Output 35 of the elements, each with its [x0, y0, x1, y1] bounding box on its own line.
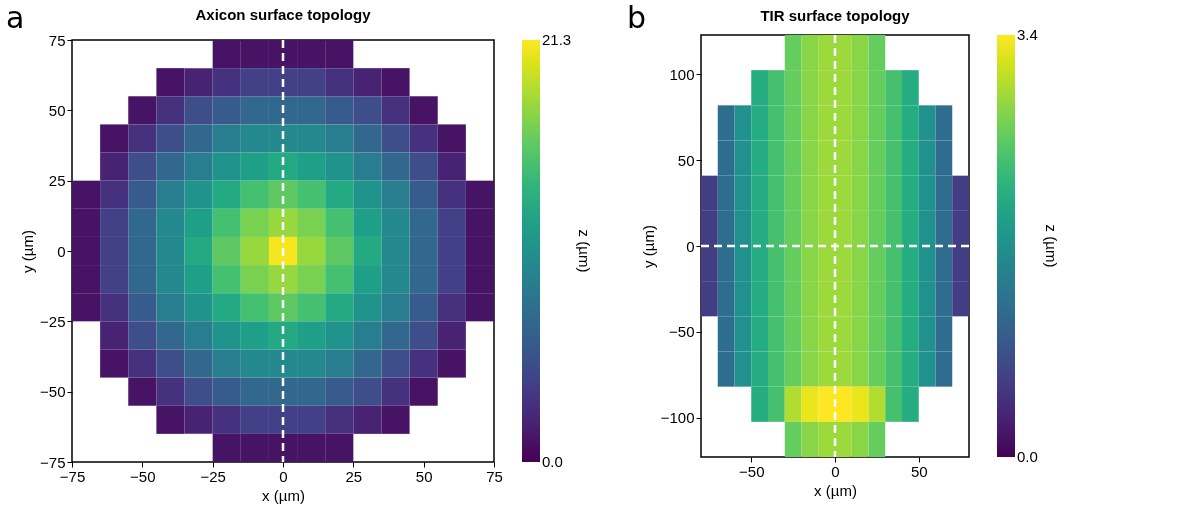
y-tick-label: 0	[57, 242, 66, 260]
color-bar-label: 3.4	[1017, 26, 1038, 43]
y-tick-label: −25	[40, 312, 66, 330]
y-tick-label: 75	[48, 31, 66, 49]
x-tick-label: 25	[345, 467, 363, 485]
x-tick-label: 0	[831, 462, 840, 480]
color-bar-label: 21.3	[542, 31, 572, 48]
x-axis-title: x (µm)	[262, 486, 305, 504]
color-bar-title: z (µm)	[576, 229, 593, 273]
x-axis-title: x (µm)	[814, 481, 857, 499]
y-tick-label: 25	[48, 172, 66, 190]
chart-title: Axicon surface topology	[195, 6, 372, 23]
x-tick-label: 0	[279, 467, 288, 485]
text: b	[627, 0, 647, 35]
x-tick-label: 50	[910, 462, 928, 480]
y-tick-label: −50	[669, 323, 695, 341]
text: a	[6, 0, 25, 35]
y-axis-title: y (µm)	[19, 230, 37, 273]
y-axis-title: y (µm)	[639, 225, 657, 268]
color-bar-label: 0.0	[542, 453, 563, 470]
x-tick-label: 75	[486, 467, 503, 485]
chart-title: TIR surface topology	[760, 6, 911, 24]
y-tick-label: 0	[686, 237, 695, 255]
x-tick-label: −50	[739, 462, 765, 480]
x-tick-label: −50	[130, 467, 156, 485]
y-tick-label: −100	[660, 409, 695, 427]
x-tick-label: 50	[415, 467, 433, 485]
color-bar-label: 0.0	[1017, 448, 1038, 465]
y-tick-label: 50	[48, 101, 66, 119]
y-tick-label: 100	[669, 65, 695, 83]
color-bar-title: z (µm)	[1043, 224, 1060, 268]
y-tick-label: 50	[677, 151, 695, 169]
y-tick-label: −50	[40, 383, 66, 401]
x-tick-label: −75	[59, 467, 86, 485]
x-tick-label: −25	[200, 467, 226, 485]
